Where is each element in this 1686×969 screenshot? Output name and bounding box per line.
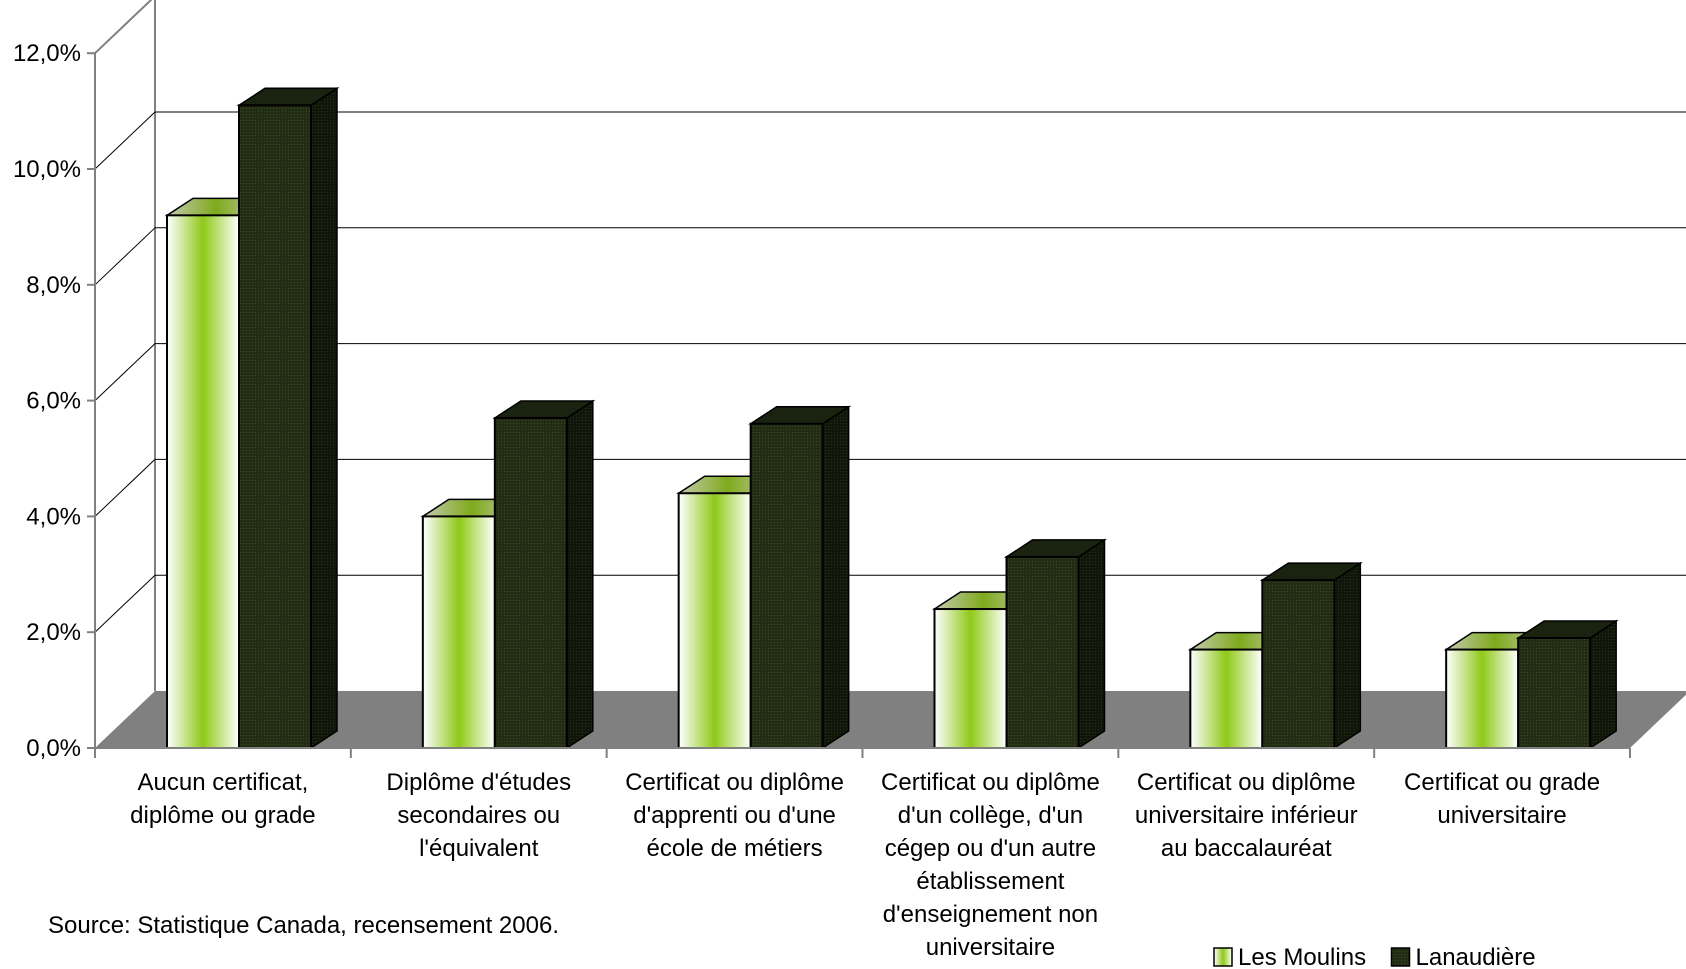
bar-front bbox=[933, 608, 1008, 749]
bar-side bbox=[566, 399, 594, 750]
y-tick-label: 12,0% bbox=[13, 40, 81, 67]
x-category-label: Aucun certificat, bbox=[138, 769, 309, 796]
gridline-diagonal bbox=[94, 111, 156, 170]
bar-front bbox=[1005, 555, 1080, 749]
x-category-label: l'équivalent bbox=[419, 835, 539, 862]
bars bbox=[164, 86, 1619, 750]
x-category-label: Certificat ou diplôme bbox=[881, 769, 1100, 796]
bar-side bbox=[1077, 538, 1106, 750]
y-axis-depth bbox=[94, 0, 153, 54]
x-category-label: universitaire bbox=[926, 934, 1055, 961]
x-category-label: secondaires ou bbox=[397, 802, 560, 829]
bar-side bbox=[1333, 561, 1362, 750]
x-category-labels: Aucun certificat, diplôme ou grade Diplôme… bbox=[130, 769, 1600, 961]
axes bbox=[87, 0, 1631, 758]
bar-front bbox=[166, 214, 240, 749]
bar-lanaudiere bbox=[1515, 619, 1619, 750]
bar-side bbox=[821, 405, 850, 750]
gridline-diagonal bbox=[94, 227, 156, 286]
gridline-diagonal bbox=[94, 343, 156, 401]
x-category-label: universitaire bbox=[1437, 802, 1566, 829]
y-tick-label: 10,0% bbox=[13, 156, 81, 183]
bar-front bbox=[493, 416, 568, 749]
y-tick-label: 8,0% bbox=[26, 272, 81, 299]
gridline-diagonal bbox=[94, 459, 156, 517]
bar-lanaudiere bbox=[236, 86, 340, 750]
legend-label: Les Moulins bbox=[1238, 944, 1366, 969]
legend-lanaudiere: Lanaudière bbox=[1390, 944, 1536, 969]
bar-front bbox=[421, 515, 496, 750]
x-category-label: école de métiers bbox=[647, 835, 823, 862]
x-category-label: Certificat ou diplôme bbox=[1137, 769, 1356, 796]
bar-lanaudiere bbox=[1259, 561, 1363, 750]
bar-front bbox=[677, 492, 752, 749]
x-category-label: d'un collège, d'un bbox=[898, 802, 1083, 829]
y-tick-label: 2,0% bbox=[26, 619, 81, 646]
bar-lanaudiere bbox=[748, 405, 852, 750]
bar-front bbox=[1261, 579, 1336, 750]
legend-swatch bbox=[1213, 947, 1233, 967]
bar-front bbox=[238, 104, 312, 749]
y-tick-label: 6,0% bbox=[26, 388, 81, 415]
x-category-label: universitaire inférieur bbox=[1135, 802, 1358, 829]
bar-side bbox=[310, 86, 338, 750]
x-category-label: cégep ou d'un autre bbox=[885, 835, 1096, 862]
bar-front bbox=[1517, 636, 1592, 749]
bar-lanaudiere bbox=[1003, 538, 1108, 750]
x-category-label: au baccalauréat bbox=[1161, 835, 1332, 862]
x-category-label: d'enseignement non bbox=[883, 901, 1098, 928]
bar-front bbox=[1189, 648, 1264, 750]
y-tick-label: 4,0% bbox=[26, 503, 81, 530]
bar-front bbox=[749, 422, 824, 749]
x-category-label: Diplôme d'études bbox=[386, 769, 571, 796]
legend-les-moulins: Les Moulins bbox=[1213, 944, 1366, 969]
plot-background bbox=[154, 0, 156, 691]
x-category-label: établissement bbox=[916, 868, 1064, 895]
y-tick-labels: 0,0% 2,0% 4,0% 6,0% 8,0% 10,0% 12,0% bbox=[13, 40, 81, 762]
bar-front bbox=[1445, 648, 1520, 750]
legend: Les Moulins Lanaudière bbox=[1213, 944, 1536, 969]
x-category-label: diplôme ou grade bbox=[130, 802, 315, 829]
x-category-label: Certificat ou diplôme bbox=[625, 769, 844, 796]
legend-swatch bbox=[1390, 947, 1411, 967]
bar-side bbox=[1589, 619, 1617, 750]
source-note: Source: Statistique Canada, recensement … bbox=[48, 912, 559, 939]
x-category-label: Certificat ou grade bbox=[1404, 769, 1600, 796]
legend-label: Lanaudière bbox=[1416, 944, 1536, 969]
gridline-diagonal bbox=[94, 574, 156, 633]
y-tick-label: 0,0% bbox=[26, 735, 81, 762]
x-category-label: d'apprenti ou d'une bbox=[633, 802, 836, 829]
bar-lanaudiere bbox=[492, 399, 596, 750]
